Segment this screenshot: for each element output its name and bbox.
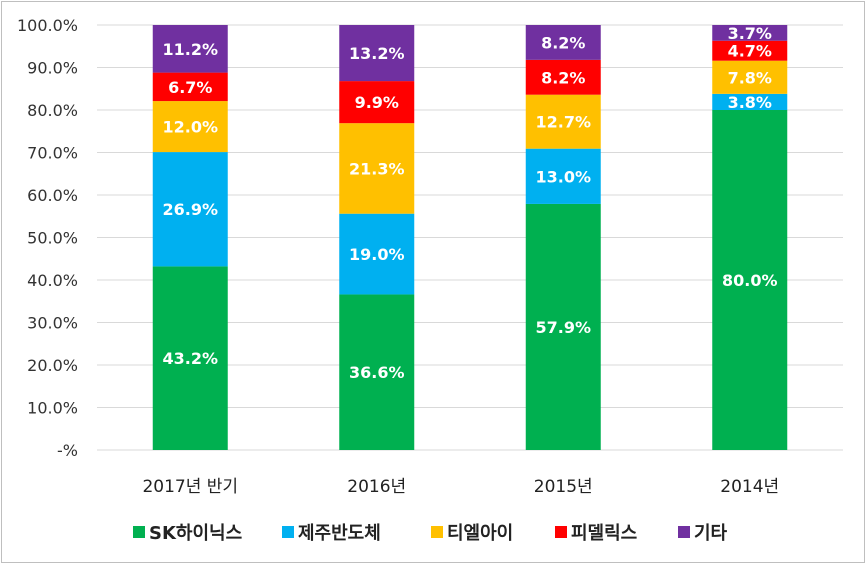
y-tick-label: 50.0% [27,229,78,248]
y-tick-label: 60.0% [27,186,78,205]
y-tick-label: -% [57,441,78,460]
legend-swatch [555,526,567,538]
bar-segment [339,81,415,124]
bar-segment [712,60,788,94]
y-tick-label: 20.0% [27,356,78,375]
y-axis-tick-labels: -% 10.0% 20.0% 30.0% 40.0% 50.0% 60.0% 70.0% 80.… [17,16,78,460]
legend-label: 피델릭스 [571,523,637,544]
bar-segment [152,25,228,73]
data-label: 6.7% [168,78,212,97]
bar-segment [525,203,601,450]
data-label: 19.0% [349,245,405,264]
bar-segment [712,93,788,110]
x-axis-category-labels: 2017년 반기 2016년 2015년 2014년 [142,477,779,497]
data-label: 21.3% [349,159,405,178]
y-tick-label: 100.0% [17,16,78,35]
bar-segment [712,25,788,41]
legend-swatch [133,526,145,538]
data-label: 36.6% [349,363,405,382]
data-label: 4.7% [728,42,772,61]
y-tick-label: 70.0% [27,144,78,163]
y-tick-label: 40.0% [27,271,78,290]
bar-segment [712,40,788,61]
legend: SK하이닉스 제주반도체 티엘아이 피델릭스 기타 [133,523,728,544]
x-category-label: 2014년 [720,477,779,497]
data-label: 9.9% [355,93,399,112]
legend-swatch [282,526,294,538]
data-label: 3.8% [728,93,772,112]
data-label: 13.2% [349,44,405,63]
bars: 43.2% 26.9% 12.0% 6.7% 11.2% 36.6% 19.0% 21.3% 9… [152,24,788,450]
data-label: 13.0% [535,167,591,186]
data-label: 12.7% [535,113,591,132]
y-tick-label: 30.0% [27,314,78,333]
legend-label: 티엘아이 [447,523,513,544]
data-label: 80.0% [722,271,778,290]
bar-segment [339,123,415,214]
bar-segment [152,101,228,153]
data-label: 8.2% [541,33,585,52]
bar-segment [712,110,788,450]
data-label: 3.7% [728,24,772,43]
legend-swatch [678,526,690,538]
legend-label: 제주반도체 [298,523,381,544]
bar-segment [152,152,228,267]
legend-label: SK하이닉스 [149,523,242,544]
data-label: 57.9% [535,318,591,337]
legend-label: 기타 [694,523,728,544]
bar-segment [152,266,228,450]
legend-swatch [431,526,443,538]
bar-segment [525,59,601,95]
bar-segment [525,148,601,204]
x-category-label: 2016년 [347,477,406,497]
bar-segment [339,25,415,82]
data-label: 11.2% [162,40,218,59]
bar-segment [152,72,228,102]
bar-segment [525,94,601,149]
data-label: 43.2% [162,349,218,368]
y-tick-label: 90.0% [27,59,78,78]
data-label: 12.0% [162,118,218,137]
bar-segment [525,25,601,60]
data-label: 26.9% [162,200,218,219]
y-tick-label: 80.0% [27,101,78,120]
bar-segment [339,213,415,295]
x-category-label: 2015년 [534,477,593,497]
y-tick-label: 10.0% [27,399,78,418]
data-label: 8.2% [541,68,585,87]
data-label: 7.8% [728,68,772,87]
x-category-label: 2017년 반기 [142,477,238,497]
bar-segment [339,294,415,450]
